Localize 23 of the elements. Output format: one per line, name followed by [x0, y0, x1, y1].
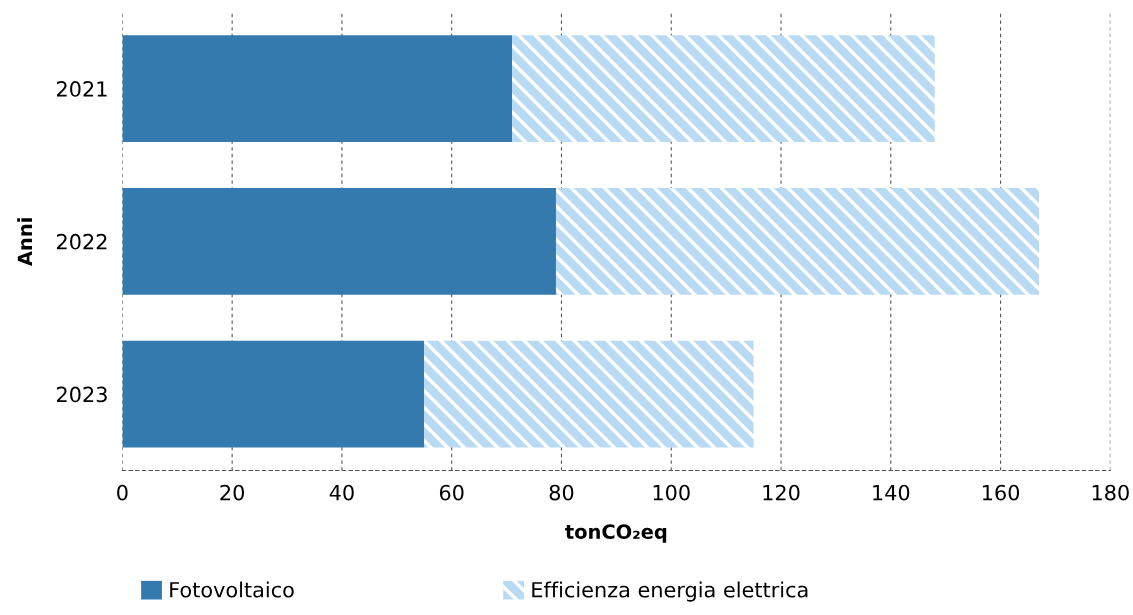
y-tick-label: 2021 — [56, 81, 107, 97]
bar — [122, 187, 556, 295]
bar — [122, 340, 425, 448]
x-tick-label: 40 — [329, 484, 354, 501]
x-tick-label: 120 — [763, 484, 800, 501]
y-tick-label: 2023 — [56, 386, 107, 403]
legend-label: Fotovoltaico — [170, 581, 294, 598]
x-axis-title: tonCO₂eq — [565, 524, 667, 543]
x-tick-label: 0 — [117, 484, 128, 501]
bar — [512, 35, 935, 143]
bar — [122, 35, 513, 143]
x-tick-label: 180 — [1092, 484, 1129, 501]
bar — [555, 187, 1039, 295]
x-tick-label: 140 — [873, 484, 910, 501]
x-tick-label: 80 — [549, 484, 574, 501]
legend-label: Efficienza energia elettrica — [532, 581, 808, 602]
x-tick-label: 160 — [982, 484, 1020, 501]
bar — [424, 340, 754, 448]
x-tick-label: 100 — [653, 484, 690, 501]
y-axis-title: Anni — [17, 218, 32, 266]
x-tick-label: 60 — [439, 484, 464, 501]
x-tick-label: 20 — [220, 484, 245, 501]
y-tick-label: 2022 — [56, 233, 107, 250]
